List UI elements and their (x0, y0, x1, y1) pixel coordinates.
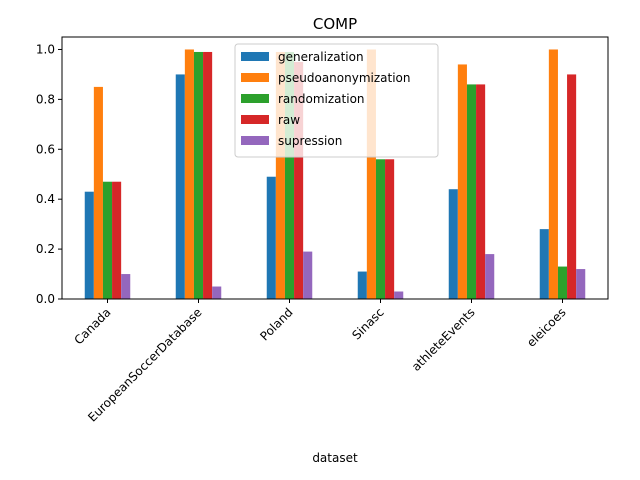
y-tick-label-0.4: 0.4 (36, 192, 55, 206)
bar-generalization-EuropeanSoccerDatabase (175, 74, 185, 300)
x-tick-label-Sinasc: Sinasc (349, 305, 386, 342)
bar-pseudoanonymization-Canada (93, 86, 103, 300)
bar-randomization-Sinasc (375, 159, 386, 299)
bar-randomization-Canada (102, 181, 113, 299)
y-tick-label-0.0: 0.0 (36, 292, 55, 306)
bar-raw-Poland (294, 61, 304, 300)
x-tick-label-Poland: Poland (257, 305, 295, 343)
bar-randomization-eleicoes (557, 266, 568, 299)
bar-raw-Canada (112, 181, 122, 299)
y-tick-label-0.6: 0.6 (36, 142, 55, 156)
bar-pseudoanonymization-Poland (275, 51, 285, 299)
bar-supression-EuropeanSoccerDatabase (212, 286, 222, 299)
bar-generalization-Canada (84, 191, 94, 299)
legend-swatch-raw (241, 115, 269, 124)
chart-title: COMP (313, 15, 357, 33)
bar-randomization-Poland (284, 51, 295, 299)
y-tick-label-0.2: 0.2 (36, 242, 55, 256)
legend-swatch-randomization (241, 94, 269, 103)
legend-label-pseudoanonymization: pseudoanonymization (278, 71, 411, 85)
bar-pseudoanonymization-EuropeanSoccerDatabase (184, 49, 194, 300)
bar-pseudoanonymization-eleicoes (548, 49, 558, 300)
y-axis: 0.0 0.2 0.4 0.6 0.8 1.0 (36, 42, 62, 306)
bar-pseudoanonymization-athleteEvents (457, 64, 467, 299)
bars-group (84, 49, 586, 300)
bar-raw-EuropeanSoccerDatabase (203, 51, 213, 299)
legend-box (234, 43, 439, 158)
bar-raw-eleicoes (567, 74, 577, 300)
x-tick-label-eleicoes: eleicoes (524, 305, 569, 350)
bar-supression-Poland (303, 251, 313, 299)
legend-label-generalization: generalization (278, 50, 364, 64)
legend-label-raw: raw (278, 113, 300, 127)
bar-supression-Sinasc (394, 291, 404, 299)
legend: generalization pseudoanonymization randomi… (234, 43, 439, 158)
bar-supression-athleteEvents (485, 254, 495, 299)
bar-generalization-athleteEvents (448, 189, 458, 299)
bar-generalization-Sinasc (357, 271, 367, 299)
y-tick-label-0.8: 0.8 (36, 92, 55, 106)
legend-label-supression: supression (278, 134, 342, 148)
x-axis-label: dataset (312, 451, 358, 465)
bar-randomization-athleteEvents (466, 84, 477, 299)
bar-raw-athleteEvents (476, 84, 486, 299)
plot-frame (61, 36, 609, 300)
bar-supression-eleicoes (576, 269, 586, 299)
bar-pseudoanonymization-Sinasc (366, 49, 376, 300)
bar-generalization-eleicoes (539, 229, 549, 299)
legend-label-randomization: randomization (278, 92, 365, 106)
legend-swatch-generalization (241, 52, 269, 61)
bar-supression-Canada (121, 274, 131, 299)
bar-raw-Sinasc (385, 159, 395, 299)
bar-randomization-EuropeanSoccerDatabase (193, 51, 204, 299)
bar-generalization-Poland (266, 176, 276, 299)
x-tick-label-athleteEvents: athleteEvents (409, 305, 478, 374)
y-tick-label-1.0: 1.0 (36, 42, 55, 56)
legend-swatch-pseudoanonymization (241, 73, 269, 82)
x-tick-label-Canada: Canada (71, 305, 113, 347)
legend-swatch-supression (241, 136, 269, 145)
